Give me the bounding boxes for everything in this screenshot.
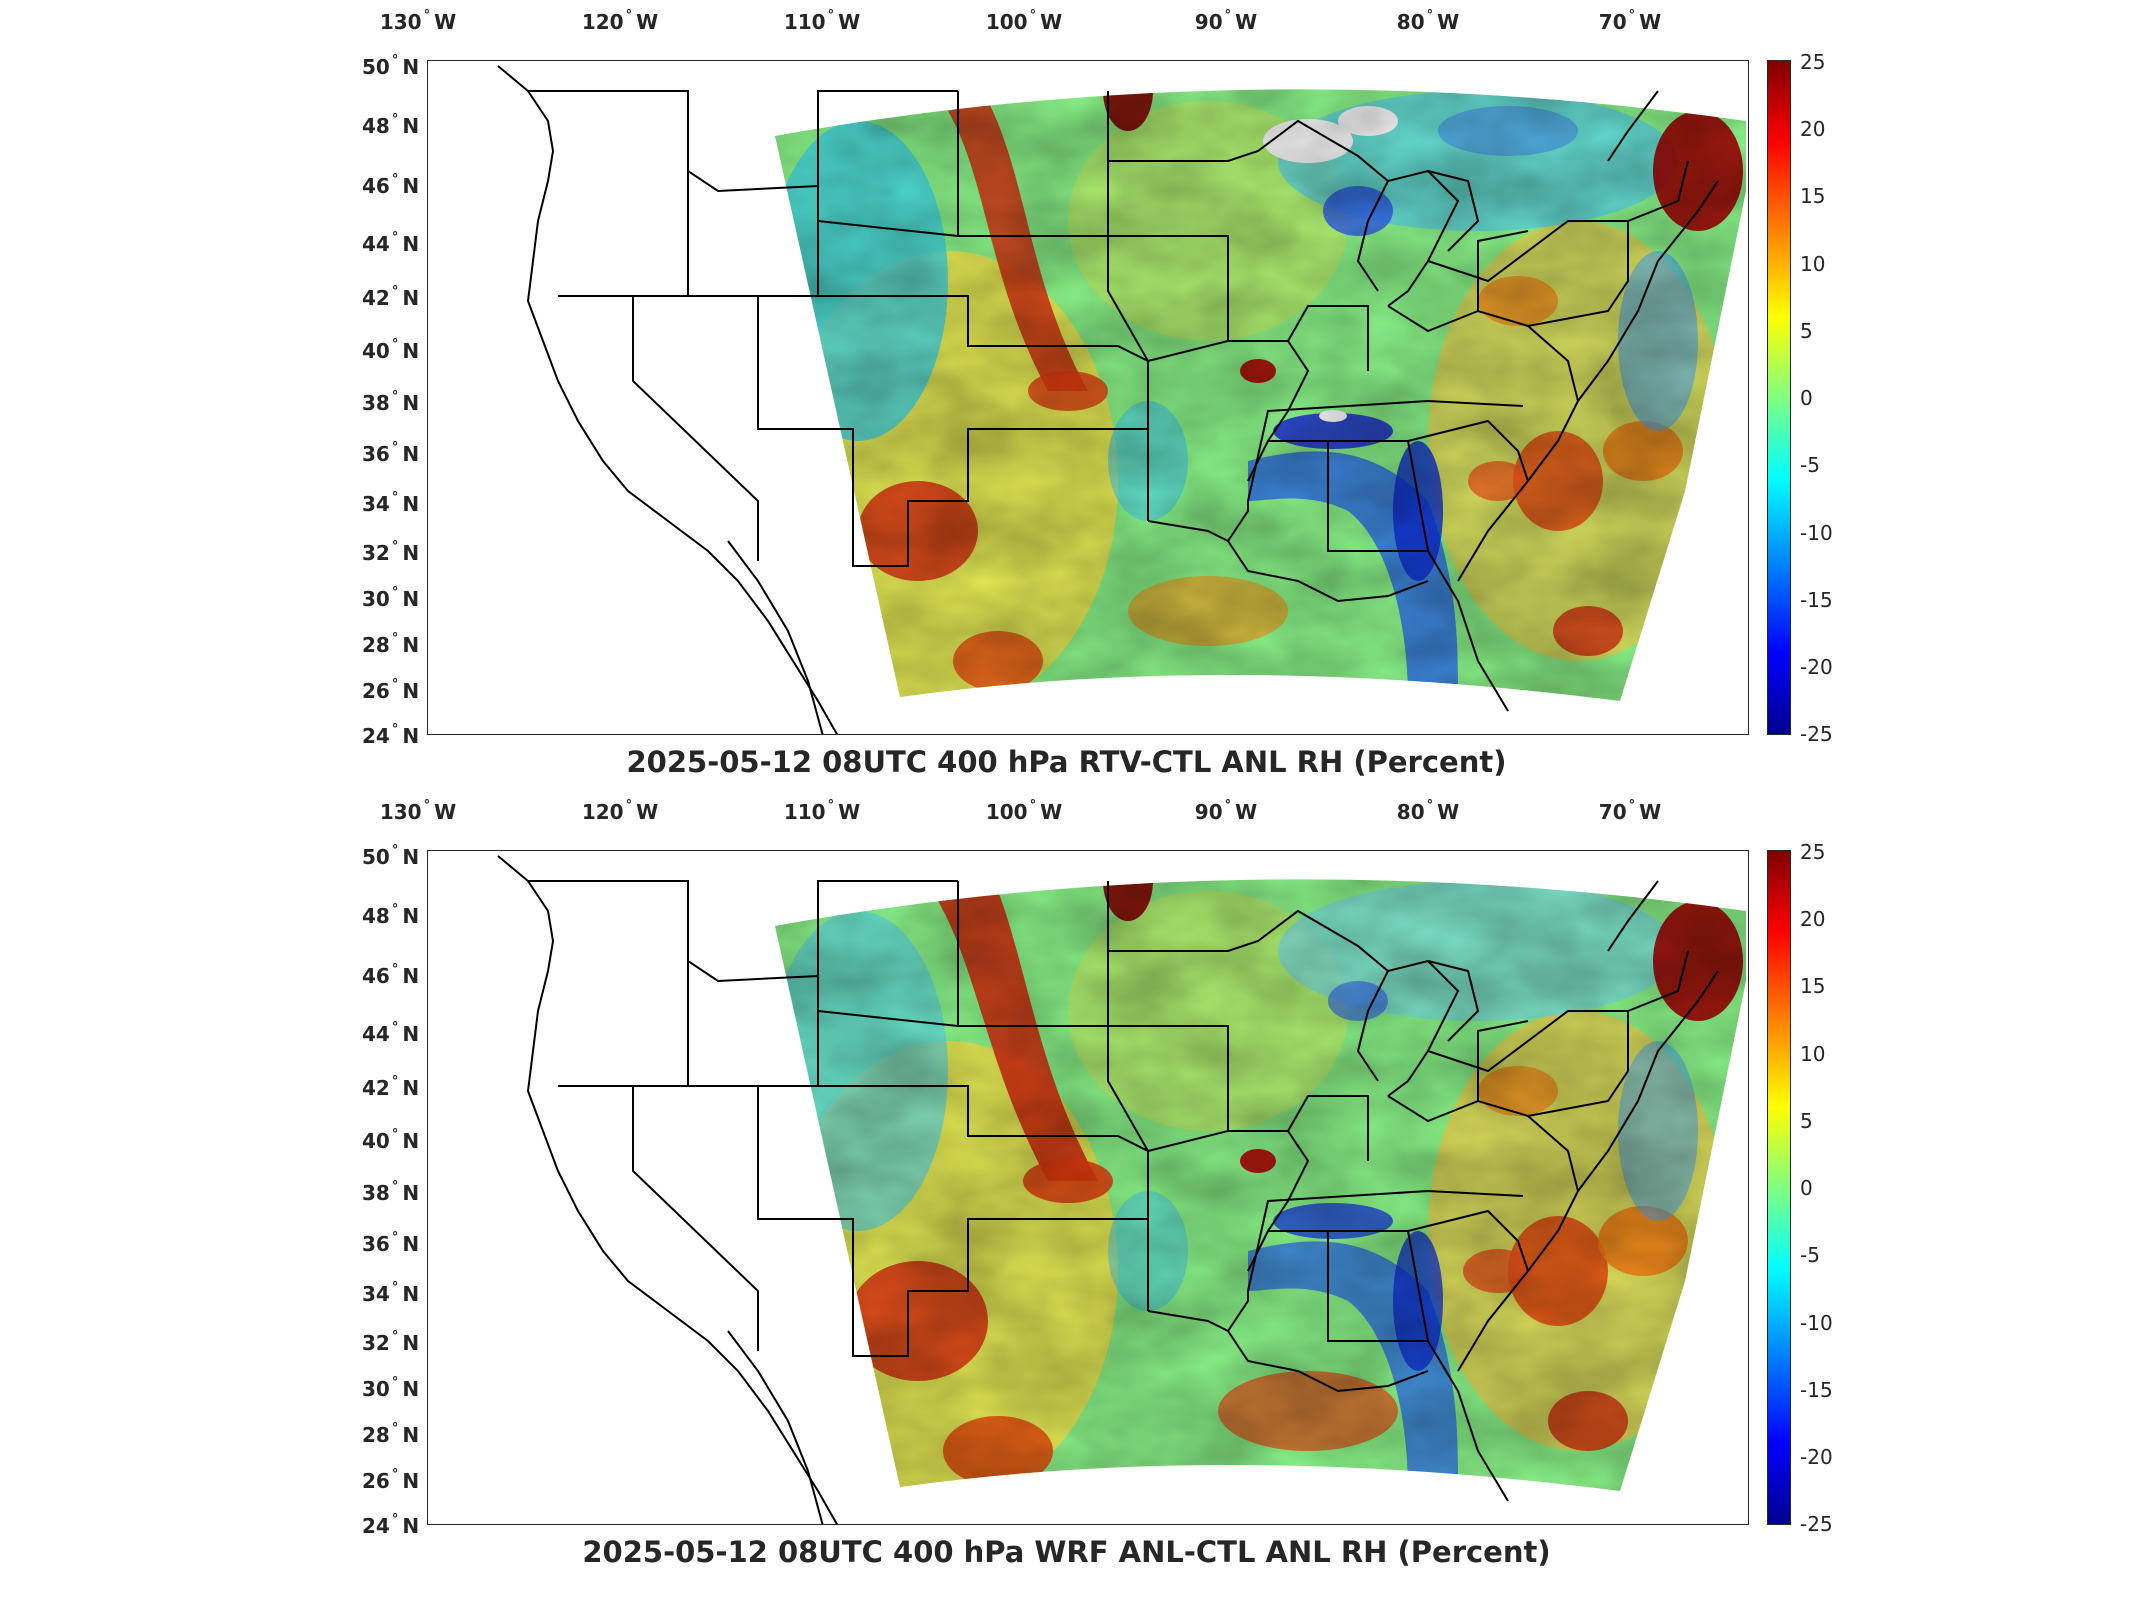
colorbar [1767,850,1791,1525]
colorbar-tick: -15 [1800,588,1833,612]
colorbar-tick: -5 [1800,1243,1820,1267]
colorbar-tick: 10 [1800,1042,1826,1066]
lat-label: 40 ° N [362,337,420,363]
coastline-and-borders [497,65,1719,734]
lat-label: 46 ° N [362,172,420,198]
lon-label: 110 ° W [783,8,861,34]
colorbar-tick: 25 [1800,50,1826,74]
colorbar-tick: -10 [1800,1311,1833,1335]
colorbar-tick: 15 [1800,184,1826,208]
rh-difference-map [497,855,1746,1524]
lat-label: 48 ° N [362,112,420,138]
colorbar-tick: 15 [1800,974,1826,998]
map-plot-area [427,60,1749,735]
colorbar-tick: 5 [1800,319,1813,343]
map-title: 2025-05-12 08UTC 400 hPa RTV-CTL ANL RH … [626,745,1507,779]
lon-label: 120 ° W [581,8,659,34]
lat-label: 28 ° N [362,1421,420,1447]
colorbar-tick: -25 [1800,1512,1833,1536]
lon-label: 70 ° W [1598,8,1662,34]
lat-label: 42 ° N [362,1074,420,1100]
colorbar-tick: 0 [1800,386,1813,410]
lat-label: 42 ° N [362,284,420,310]
colorbar-tick: 20 [1800,117,1826,141]
lon-label: 120 ° W [581,798,659,824]
colorbar-tick: -25 [1800,722,1833,746]
lon-label: 100 ° W [985,8,1063,34]
lat-label: 36 ° N [362,440,420,466]
colorbar-tick: 25 [1800,840,1826,864]
lat-label: 48 ° N [362,902,420,928]
lat-label: 32 ° N [362,539,420,565]
map-title: 2025-05-12 08UTC 400 hPa WRF ANL-CTL ANL… [582,1535,1551,1569]
lat-label: 24 ° N [362,1512,420,1538]
map-panel-top: 130 ° W 120 ° W 110 ° W 100 ° W 90 ° W 80 ° W 70 ° W 5… [0,0,2133,790]
lat-label: 46 ° N [362,962,420,988]
lon-label: 70 ° W [1598,798,1662,824]
lat-label: 32 ° N [362,1329,420,1355]
lat-label: 28 ° N [362,631,420,657]
lat-label: 30 ° N [362,1375,420,1401]
lat-label: 50 ° N [362,843,420,869]
colorbar-tick: -5 [1800,453,1820,477]
lon-label: 100 ° W [985,798,1063,824]
colorbar-tick: -15 [1800,1378,1833,1402]
lat-label: 26 ° N [362,1467,420,1493]
colorbar-tick: 5 [1800,1109,1813,1133]
colorbar-tick: -10 [1800,521,1833,545]
map-panel-bottom: 130 ° W 120 ° W 110 ° W 100 ° W 90 ° W 80 ° W 70 ° W 5… [0,790,2133,1580]
lon-label: 80 ° W [1396,798,1460,824]
lat-label: 24 ° N [362,722,420,748]
lat-label: 38 ° N [362,1179,420,1205]
lon-label: 130 ° W [379,798,457,824]
colorbar-tick: -20 [1800,655,1833,679]
lat-label: 36 ° N [362,1230,420,1256]
lat-label: 34 ° N [362,1280,420,1306]
lon-label: 90 ° W [1194,798,1258,824]
rh-field [775,879,1746,1492]
rh-difference-map [497,65,1746,734]
colorbar-tick: 20 [1800,907,1826,931]
coastline-and-borders [497,855,1719,1524]
lat-label: 26 ° N [362,677,420,703]
colorbar-tick: -20 [1800,1445,1833,1469]
rh-field [775,89,1746,702]
colorbar-tick: 10 [1800,252,1826,276]
map-plot-area [427,850,1749,1525]
lat-label: 44 ° N [362,230,420,256]
lat-label: 44 ° N [362,1020,420,1046]
lon-label: 90 ° W [1194,8,1258,34]
lon-label: 80 ° W [1396,8,1460,34]
lon-label: 130 ° W [379,8,457,34]
colorbar-tick: 0 [1800,1176,1813,1200]
lat-label: 34 ° N [362,490,420,516]
lat-label: 50 ° N [362,53,420,79]
lat-label: 38 ° N [362,389,420,415]
lon-label: 110 ° W [783,798,861,824]
lat-label: 40 ° N [362,1127,420,1153]
colorbar [1767,60,1791,735]
lat-label: 30 ° N [362,585,420,611]
